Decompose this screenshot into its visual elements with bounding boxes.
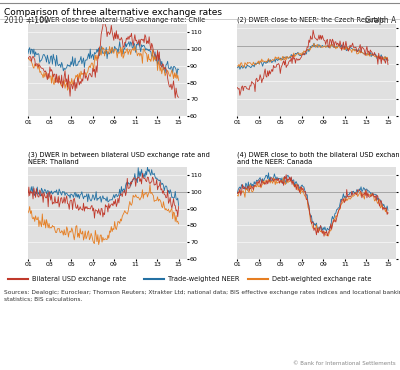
Text: © Bank for International Settlements: © Bank for International Settlements — [293, 361, 396, 366]
Text: (4) DWER close to both the bilateral USD exchange rate
and the NEER: Canada: (4) DWER close to both the bilateral USD… — [237, 151, 400, 165]
Text: (3) DWER in between bilateral USD exchange rate and
NEER: Thailand: (3) DWER in between bilateral USD exchan… — [28, 151, 210, 165]
Text: Comparison of three alternative exchange rates: Comparison of three alternative exchange… — [4, 8, 222, 17]
Text: (1) DWER close to bilateral USD exchange rate: Chile: (1) DWER close to bilateral USD exchange… — [28, 16, 205, 23]
Text: (2) DWER close to NEER: the Czech Republic: (2) DWER close to NEER: the Czech Republ… — [237, 16, 385, 23]
Text: Bilateral USD exchange rate: Bilateral USD exchange rate — [32, 276, 126, 282]
Text: Sources: Dealogic; Euroclear; Thomson Reuters; Xtrakter Ltd; national data; BIS : Sources: Dealogic; Euroclear; Thomson Re… — [4, 290, 400, 302]
Text: Graph A: Graph A — [365, 16, 396, 24]
Text: Trade-weighted NEER: Trade-weighted NEER — [168, 276, 240, 282]
Text: 2010 = 100: 2010 = 100 — [4, 16, 49, 24]
Text: Debt-weighted exchange rate: Debt-weighted exchange rate — [272, 276, 372, 282]
